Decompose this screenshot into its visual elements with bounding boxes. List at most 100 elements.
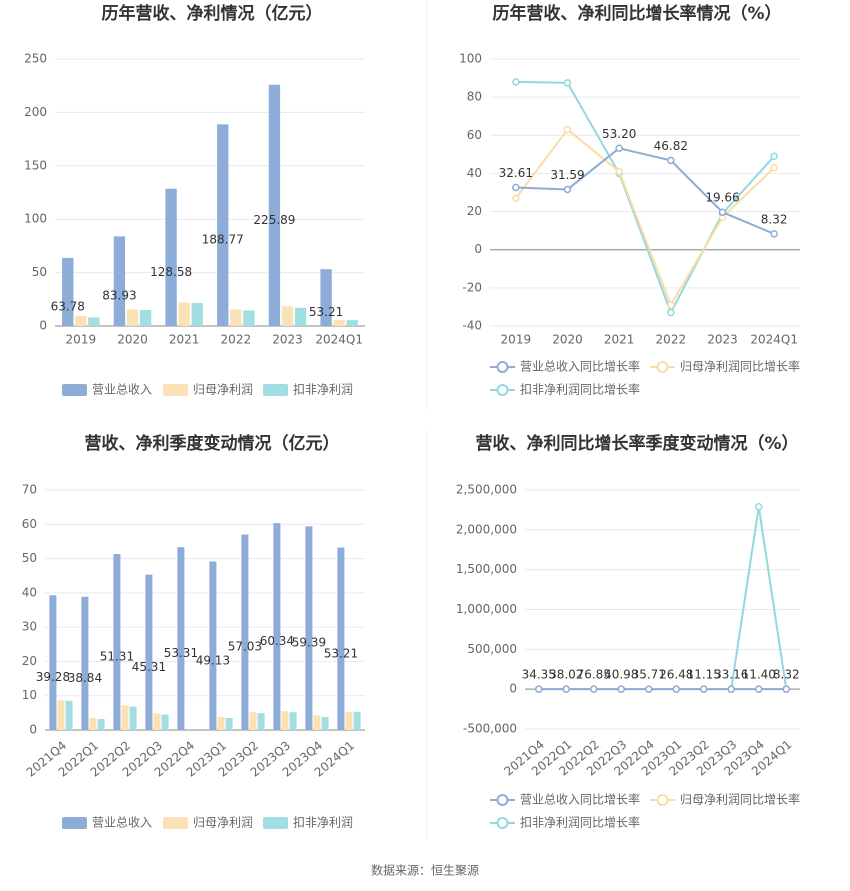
value-label: 53.21 <box>309 305 343 319</box>
bar <box>268 84 281 326</box>
y-tick-label: 50 <box>32 265 47 279</box>
y-tick-label: 2,000,000 <box>456 522 517 536</box>
line <box>515 147 775 235</box>
y-tick-label: 0 <box>29 723 37 737</box>
value-label: 32.61 <box>499 166 533 180</box>
y-tick-label: 1,000,000 <box>456 602 517 616</box>
value-label: 31.59 <box>550 168 584 182</box>
value-label: 63.78 <box>51 299 85 313</box>
legend-label: 归母净利润同比增长率 <box>680 792 800 807</box>
value-label: 11.40 <box>742 668 776 682</box>
bar <box>346 320 358 326</box>
value-label: 39.28 <box>36 670 70 684</box>
bar <box>337 547 345 730</box>
bar <box>129 706 137 730</box>
bar <box>161 714 169 730</box>
line <box>515 128 775 308</box>
bar <box>65 700 73 730</box>
y-tick-label: -20 <box>462 280 482 294</box>
y-tick-label: 60 <box>467 128 482 142</box>
point <box>727 685 735 693</box>
legend-swatch <box>263 817 288 829</box>
value-label: 188.77 <box>202 233 244 247</box>
bar <box>294 307 307 326</box>
point <box>700 685 708 693</box>
point <box>755 502 763 511</box>
x-tick-label: 2020 <box>552 333 583 347</box>
y-tick-label: 40 <box>22 585 37 599</box>
bar <box>333 320 345 326</box>
value-label: 11.15 <box>687 668 721 682</box>
point <box>782 685 790 693</box>
x-tick-label: 2024Q1 <box>750 333 798 347</box>
value-label: 83.93 <box>102 289 136 303</box>
value-label: 40.98 <box>604 668 638 682</box>
bar <box>145 574 153 730</box>
bar <box>88 317 100 326</box>
legend-swatch <box>163 817 188 829</box>
chart-title: 历年营收、净利情况（亿元） <box>102 3 323 24</box>
legend-swatch <box>62 817 87 829</box>
x-tick-label: 2019 <box>66 333 97 347</box>
value-label: 76.85 <box>577 668 611 682</box>
chart-title: 营收、净利季度变动情况（亿元） <box>85 433 340 454</box>
point <box>770 152 778 161</box>
bar <box>249 712 257 730</box>
bar <box>49 595 57 730</box>
bar <box>241 534 249 730</box>
y-tick-label: 250 <box>24 52 47 66</box>
y-tick-label: 100 <box>24 212 47 226</box>
bar <box>321 716 329 730</box>
point <box>563 125 572 134</box>
legend-label: 扣非净利润 <box>293 383 353 397</box>
y-tick-label: 20 <box>467 204 482 218</box>
x-tick-label: 2023 <box>272 333 303 347</box>
legend-marker <box>656 794 669 806</box>
y-tick-label: 1,500,000 <box>456 562 517 576</box>
legend-label: 营业总收入同比增长率 <box>520 359 640 374</box>
y-tick-label: 50 <box>22 551 37 565</box>
value-label: 59.39 <box>292 636 326 650</box>
bar <box>345 711 353 730</box>
legend-swatch <box>263 384 288 396</box>
legend-label: 扣非净利润同比增长率 <box>520 815 640 830</box>
footer: 数据来源：恒生聚源 <box>371 863 479 878</box>
bar <box>243 310 255 326</box>
point <box>512 183 520 192</box>
y-tick-label: 2,500,000 <box>456 483 517 497</box>
legend-marker <box>496 361 509 373</box>
y-tick-label: 30 <box>22 620 37 634</box>
value-label: 46.82 <box>654 139 688 153</box>
point <box>590 685 598 693</box>
bar <box>209 561 217 730</box>
bar <box>289 712 297 730</box>
point <box>562 685 570 693</box>
bar <box>81 596 89 730</box>
value-label: 225.89 <box>253 213 295 227</box>
point <box>667 308 675 317</box>
legend-marker <box>496 817 509 829</box>
point <box>667 156 675 165</box>
point <box>667 301 675 309</box>
legend-label: 归母净利润 <box>193 383 253 397</box>
x-tick-label: 2020 <box>117 333 148 347</box>
value-label: 34.35 <box>522 668 556 682</box>
value-label: 38.02 <box>549 668 583 682</box>
value-label: 19.66 <box>705 191 739 205</box>
line <box>538 506 788 691</box>
y-tick-label: 60 <box>22 517 37 531</box>
x-tick-label: 2022 <box>221 333 252 347</box>
bar <box>113 554 121 730</box>
value-label: 8.32 <box>761 212 788 226</box>
bar <box>165 188 177 326</box>
bar <box>178 302 190 326</box>
bar <box>305 526 313 730</box>
bar <box>177 547 185 730</box>
bar <box>313 715 321 730</box>
legend-label: 扣非净利润 <box>293 816 353 830</box>
value-label: 51.31 <box>100 650 134 664</box>
bar <box>191 303 203 326</box>
y-tick-label: 100 <box>459 52 482 66</box>
y-tick-label: 200 <box>24 105 47 119</box>
